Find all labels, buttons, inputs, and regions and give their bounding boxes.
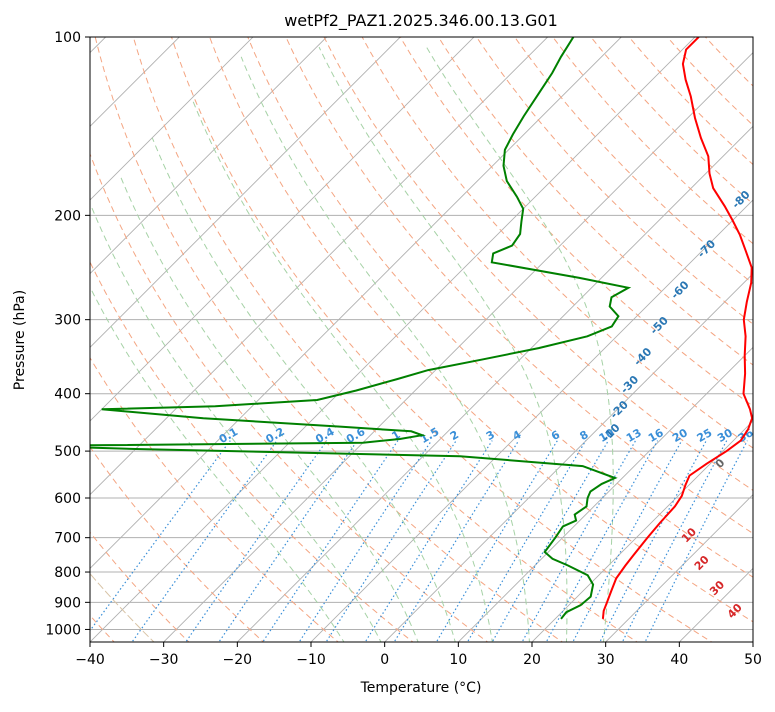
x-tick-label: −40 bbox=[75, 652, 105, 668]
x-tick-label: 40 bbox=[670, 652, 688, 668]
y-tick-label: 600 bbox=[54, 491, 81, 507]
x-tick-label: −10 bbox=[296, 652, 326, 668]
y-axis-label: Pressure (hPa) bbox=[12, 290, 28, 390]
y-tick-label: 300 bbox=[54, 313, 81, 329]
y-tick-label: 800 bbox=[54, 565, 81, 581]
y-tick-label: 500 bbox=[54, 444, 81, 460]
y-tick-label: 100 bbox=[54, 30, 81, 46]
y-tick-label: 200 bbox=[54, 208, 81, 224]
x-tick-label: 30 bbox=[597, 652, 615, 668]
y-tick-label: 400 bbox=[54, 387, 81, 403]
x-tick-label: 20 bbox=[523, 652, 541, 668]
y-tick-label: 1000 bbox=[45, 622, 81, 638]
x-tick-label: 10 bbox=[449, 652, 467, 668]
x-tick-label: 0 bbox=[380, 652, 389, 668]
x-tick-label: −20 bbox=[223, 652, 253, 668]
y-tick-label: 700 bbox=[54, 531, 81, 547]
y-tick-label: 900 bbox=[54, 595, 81, 611]
x-axis-label: Temperature (°C) bbox=[360, 680, 482, 696]
x-tick-label: −30 bbox=[149, 652, 179, 668]
chart-title: wetPf2_PAZ1.2025.346.00.13.G01 bbox=[284, 11, 558, 31]
x-tick-label: 50 bbox=[744, 652, 762, 668]
